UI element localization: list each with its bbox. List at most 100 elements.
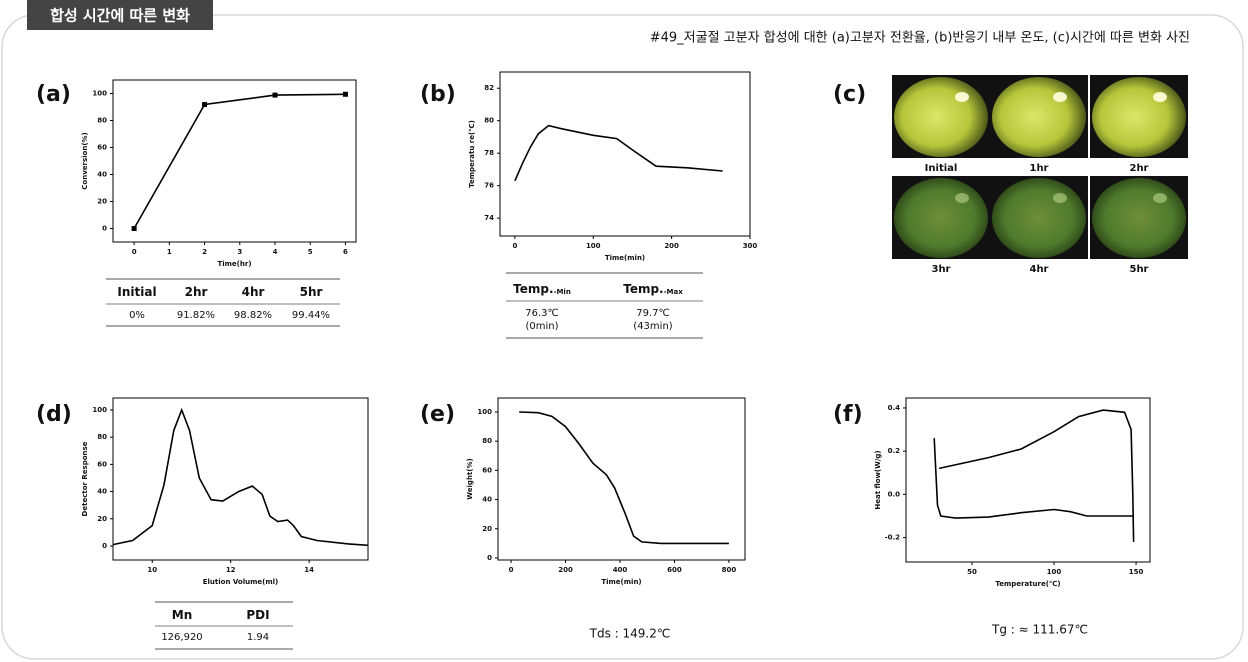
- note: Tg : ≈ 111.67℃: [991, 623, 1088, 637]
- data-line: [933, 409, 1135, 542]
- y-tick-label: 0: [487, 554, 492, 562]
- table-header-text: 5hr: [300, 285, 323, 299]
- y-tick-label: 40: [97, 488, 107, 496]
- photo-vessel: [894, 178, 988, 258]
- x-tick-label: 150: [1129, 568, 1144, 576]
- panel-label: (f): [833, 402, 863, 427]
- y-axis-label: Detector Response: [81, 441, 89, 516]
- photo-glare: [955, 92, 969, 102]
- y-tick-label: 100: [477, 408, 492, 416]
- y-tick-label: 60: [97, 144, 107, 152]
- y-tick-label: 74: [484, 214, 494, 222]
- x-tick-label: 200: [558, 566, 573, 574]
- y-tick-label: 0.4: [888, 404, 901, 412]
- data-point: [342, 91, 348, 97]
- y-tick-label: 80: [482, 437, 492, 445]
- x-tick-label: 0: [512, 242, 517, 250]
- y-tick-label: 80: [97, 433, 107, 441]
- table-header-sub: -Min: [554, 288, 571, 296]
- table-header-text: Mn: [172, 608, 192, 622]
- data-line: [514, 124, 723, 182]
- panel-label: (d): [36, 402, 72, 427]
- photo-label: 4hr: [1029, 264, 1048, 275]
- table-cell: 91.82%: [177, 310, 215, 321]
- y-axis-label: Weight(%): [466, 458, 474, 499]
- y-tick-label: 20: [482, 525, 492, 533]
- table-cell: (43min): [633, 321, 672, 332]
- table-header-text: Temp.: [513, 282, 553, 296]
- x-tick-label: 100: [1047, 568, 1062, 576]
- table-header: 2hr: [185, 285, 208, 299]
- y-tick-label: 20: [97, 198, 107, 206]
- y-tick-label: 100: [92, 406, 107, 414]
- y-tick-label: 0: [102, 542, 107, 550]
- photo-glare: [955, 193, 969, 203]
- x-tick-label: 10: [147, 566, 157, 574]
- x-tick-label: 4: [273, 248, 278, 256]
- x-tick-label: 800: [722, 566, 737, 574]
- table-header-text: Temp.: [623, 282, 663, 296]
- y-tick-label: 80: [484, 117, 494, 125]
- photo-vessel: [1092, 178, 1186, 258]
- panel-label: (a): [36, 82, 71, 107]
- panel-label: (b): [420, 82, 456, 107]
- photo-glare: [1053, 193, 1067, 203]
- table-header: 5hr: [300, 285, 323, 299]
- x-tick-label: 50: [967, 568, 977, 576]
- table-cell: 79.7℃: [636, 308, 670, 319]
- photo-label: 2hr: [1129, 163, 1148, 174]
- panel-label: (c): [833, 82, 866, 107]
- x-tick-label: 300: [743, 242, 758, 250]
- tab-title: 합성 시간에 따른 변화: [50, 7, 190, 25]
- table-cell: 76.3℃: [525, 308, 559, 319]
- x-tick-label: 0: [132, 248, 137, 256]
- table-cell: 0%: [129, 310, 145, 321]
- photo-glare: [1053, 92, 1067, 102]
- plot-frame: [905, 397, 1151, 563]
- table-header: PDI: [246, 608, 269, 622]
- photo-vessel: [992, 77, 1086, 157]
- y-tick-label: 40: [97, 171, 107, 179]
- y-tick-label: 76: [484, 182, 494, 190]
- photo-vessel: [1092, 77, 1186, 157]
- y-tick-label: -0.2: [885, 534, 900, 542]
- x-tick-label: 200: [664, 242, 679, 250]
- photo-glare: [1153, 193, 1167, 203]
- x-tick-label: 0: [509, 566, 514, 574]
- x-tick-label: 2: [202, 248, 207, 256]
- table-header-sub: -Max: [664, 288, 684, 296]
- table-cell: 98.82%: [234, 310, 272, 321]
- page-border: [1, 14, 1244, 660]
- plot-frame: [112, 397, 369, 561]
- data-point: [272, 92, 278, 98]
- table-header-text: PDI: [246, 608, 269, 622]
- y-tick-label: 82: [484, 84, 494, 92]
- table-header-text: 2hr: [185, 285, 208, 299]
- x-tick-label: 3: [237, 248, 242, 256]
- table-header: Temp.-Max: [623, 282, 683, 297]
- plot-frame: [499, 71, 751, 237]
- photo-vessel: [894, 77, 988, 157]
- x-axis-label: Time(hr): [217, 260, 251, 268]
- data-point: [131, 226, 137, 231]
- y-axis-label: Temperatu re(℃): [468, 120, 476, 188]
- table-header: Mn: [172, 608, 192, 622]
- table-cell: 99.44%: [292, 310, 330, 321]
- tab: [27, 0, 213, 30]
- y-tick-label: 100: [92, 90, 107, 98]
- photo-label: 5hr: [1129, 264, 1148, 275]
- y-tick-label: 80: [97, 117, 107, 125]
- data-point: [202, 102, 208, 108]
- y-tick-label: 0: [102, 225, 107, 233]
- photo-label: 1hr: [1029, 163, 1048, 174]
- y-axis-label: Heat flow(W/g): [874, 450, 882, 509]
- x-tick-label: 5: [308, 248, 313, 256]
- data-line: [112, 407, 369, 547]
- plot-frame: [112, 79, 357, 243]
- panel-label: (e): [420, 402, 455, 427]
- table-header: 4hr: [242, 285, 265, 299]
- y-tick-label: 60: [97, 460, 107, 468]
- photo-label: Initial: [925, 163, 958, 174]
- x-axis-label: Time(min): [605, 254, 645, 262]
